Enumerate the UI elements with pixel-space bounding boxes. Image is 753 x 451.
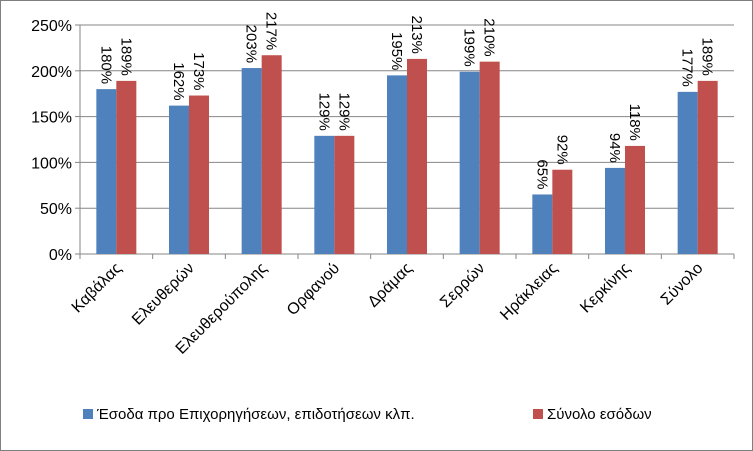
bar-total-0 bbox=[116, 80, 137, 254]
bar-pre-subsidy-7 bbox=[605, 167, 625, 254]
data-label: 189% bbox=[699, 38, 716, 76]
bar-pre-subsidy-4 bbox=[387, 75, 407, 254]
y-tick-label: 200% bbox=[31, 64, 72, 81]
category-label: Σερρών bbox=[437, 260, 488, 311]
y-tick-label: 250% bbox=[31, 18, 72, 35]
data-label: 213% bbox=[408, 16, 425, 54]
bar-total-8 bbox=[697, 80, 718, 254]
data-label: 180% bbox=[97, 46, 114, 84]
y-tick-label: 150% bbox=[31, 110, 72, 127]
bar-pre-subsidy-8 bbox=[677, 91, 698, 254]
bar-pre-subsidy-1 bbox=[169, 105, 189, 254]
data-label: 199% bbox=[461, 28, 478, 66]
bar-total-4 bbox=[407, 58, 427, 254]
bar-pre-subsidy-2 bbox=[241, 68, 262, 254]
data-label: 189% bbox=[117, 38, 134, 76]
category-label: Δράμας bbox=[365, 260, 416, 311]
bar-total-2 bbox=[261, 55, 282, 255]
y-tick-label: 100% bbox=[31, 155, 72, 172]
y-tick-label: 50% bbox=[40, 201, 72, 218]
legend-swatch bbox=[83, 409, 93, 419]
legend: Έσοδα προ Επιχορηγήσεων, επιδοτήσεων κλπ… bbox=[83, 406, 652, 423]
category-label: Σύνολο bbox=[658, 260, 707, 309]
y-tick-labels: 0% 50% 100% 150% 200% 250% bbox=[31, 18, 72, 264]
data-label: 177% bbox=[679, 48, 696, 86]
bar-total-6 bbox=[552, 169, 573, 254]
category-label: Καβάλας bbox=[69, 260, 126, 317]
legend-swatch bbox=[533, 409, 543, 419]
data-label: 129% bbox=[315, 92, 332, 130]
data-label: 173% bbox=[190, 52, 207, 90]
data-label: 92% bbox=[553, 135, 570, 165]
category-label: Ηράκλειας bbox=[497, 260, 561, 324]
data-label: 195% bbox=[388, 32, 405, 70]
bar-total-1 bbox=[189, 95, 209, 254]
category-label: Κερκίνης bbox=[577, 260, 634, 317]
legend-label: Σύνολο εσόδων bbox=[547, 406, 652, 423]
data-label: 162% bbox=[170, 62, 187, 100]
data-labels: 180% 189%162% 173%203% 217%129% 129%195% 213%… bbox=[97, 12, 715, 190]
legend-label: Έσοδα προ Επιχορηγήσεων, επιδοτήσεων κλπ… bbox=[96, 406, 415, 423]
bars bbox=[96, 55, 718, 255]
data-label: 203% bbox=[243, 25, 260, 63]
bar-total-3 bbox=[334, 135, 355, 254]
data-label: 217% bbox=[263, 12, 280, 50]
bar-pre-subsidy-3 bbox=[314, 135, 335, 254]
bar-total-7 bbox=[625, 145, 645, 254]
category-label: Ελευθερών bbox=[129, 260, 198, 329]
data-label: 65% bbox=[533, 159, 550, 189]
category-label: Ορφανού bbox=[284, 260, 343, 319]
data-label: 210% bbox=[481, 18, 498, 56]
bar-pre-subsidy-0 bbox=[96, 89, 117, 255]
y-tick-label: 0% bbox=[49, 247, 72, 264]
data-label: 118% bbox=[626, 104, 643, 141]
bar-pre-subsidy-6 bbox=[532, 194, 553, 254]
bar-total-5 bbox=[479, 61, 500, 254]
data-label: 129% bbox=[335, 92, 352, 130]
bar-pre-subsidy-5 bbox=[459, 71, 480, 254]
data-label: 94% bbox=[606, 133, 623, 163]
